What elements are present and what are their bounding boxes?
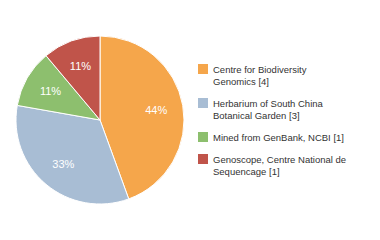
pie bbox=[16, 36, 184, 204]
legend-swatch bbox=[198, 98, 208, 108]
data-label: 33% bbox=[52, 158, 74, 170]
chart: 44% 33% 11% 11% Centre for BiodiversityGenom… bbox=[0, 0, 380, 240]
legend-label: Mined from GenBank, NCBI [1] bbox=[213, 132, 344, 143]
legend-label: Centre for BiodiversityGenomics [4] bbox=[213, 64, 307, 87]
legend: Centre for BiodiversityGenomics [4] Herba… bbox=[198, 64, 346, 177]
legend-label: Genoscope, Centre National deSequencage … bbox=[213, 154, 346, 177]
legend-swatch bbox=[198, 154, 208, 164]
legend-item: Centre for BiodiversityGenomics [4] bbox=[198, 64, 307, 87]
legend-swatch bbox=[198, 64, 208, 74]
pie-slice bbox=[16, 105, 129, 204]
pie-slice bbox=[46, 36, 100, 120]
data-label: 44% bbox=[145, 104, 167, 116]
data-label: 11% bbox=[70, 60, 91, 72]
legend-item: Genoscope, Centre National deSequencage … bbox=[198, 154, 346, 177]
legend-swatch bbox=[198, 132, 208, 142]
legend-label: Herbarium of South ChinaBotanical Garden… bbox=[213, 98, 324, 121]
legend-item: Mined from GenBank, NCBI [1] bbox=[198, 132, 344, 143]
data-label: 11% bbox=[40, 85, 61, 97]
legend-item: Herbarium of South ChinaBotanical Garden… bbox=[198, 98, 324, 121]
data-labels: 44% 33% 11% 11% bbox=[40, 60, 168, 169]
